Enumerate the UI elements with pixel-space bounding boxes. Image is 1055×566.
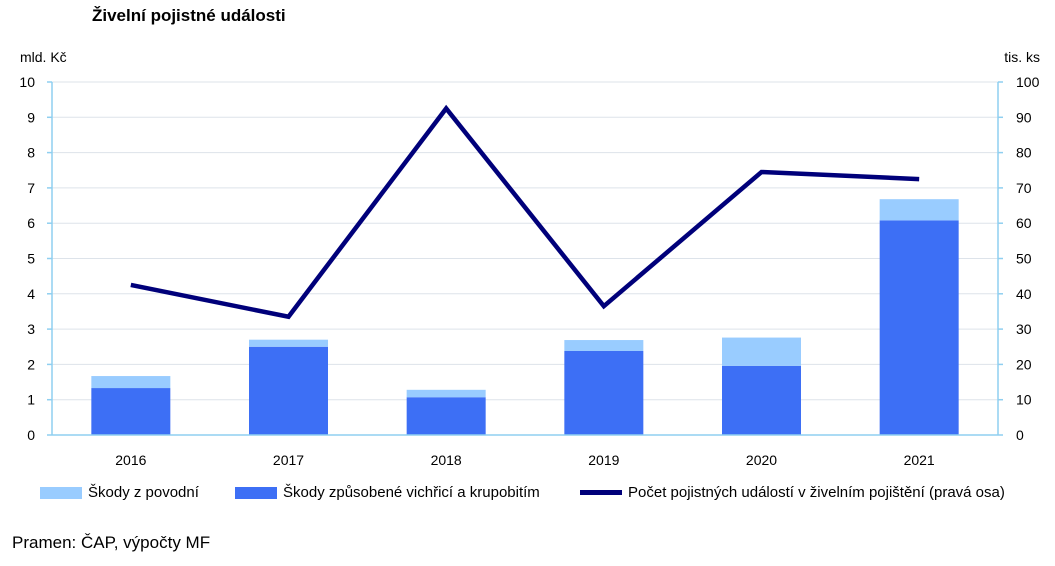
right-tick-label: 30 (1016, 321, 1032, 337)
left-tick-label: 8 (27, 145, 35, 161)
left-tick-label: 5 (27, 251, 35, 267)
x-tick-label: 2018 (431, 452, 462, 468)
bar-flood (249, 339, 328, 347)
bar-flood (406, 389, 486, 398)
bar-flood (564, 340, 644, 351)
chart-title: Živelní pojistné události (92, 6, 286, 25)
left-tick-label: 4 (27, 286, 35, 302)
right-tick-label: 0 (1016, 427, 1024, 443)
right-tick-label: 80 (1016, 145, 1032, 161)
left-tick-label: 7 (27, 180, 35, 196)
bar-storm (249, 346, 328, 435)
left-tick-label: 9 (27, 109, 35, 125)
legend-label-count: Počet pojistných událostí v živelním poj… (628, 484, 1005, 501)
x-tick-label: 2017 (273, 452, 304, 468)
right-tick-label: 60 (1016, 215, 1032, 231)
right-tick-label: 50 (1016, 251, 1032, 267)
left-tick-label: 10 (19, 74, 35, 90)
legend-item-count: Počet pojistných událostí v živelním poj… (580, 484, 1005, 501)
left-tick-label: 0 (27, 427, 35, 443)
legend-item-storm: Škody způsobené vichřicí a krupobitím (235, 484, 540, 501)
x-tick-label: 2021 (904, 452, 935, 468)
left-tick-label: 1 (27, 392, 35, 408)
right-axis-unit: tis. ks (1004, 49, 1040, 65)
bar-storm (722, 365, 801, 435)
source-note: Pramen: ČAP, výpočty MF (12, 533, 211, 552)
bar-storm (406, 397, 486, 435)
bar-storm (879, 220, 959, 435)
legend-label-flood: Škody z povodní (88, 484, 199, 501)
bar-flood (879, 199, 959, 221)
legend-swatch-storm (235, 486, 277, 499)
right-tick-label: 20 (1016, 356, 1032, 372)
legend-item-flood: Škody z povodní (40, 484, 199, 501)
right-tick-label: 100 (1016, 74, 1040, 90)
right-tick-label: 70 (1016, 180, 1032, 196)
bar-flood (91, 376, 171, 389)
left-axis-unit: mld. Kč (20, 49, 67, 65)
x-tick-label: 2016 (115, 452, 146, 468)
legend-swatch-flood (40, 486, 82, 499)
series-line-count (130, 104, 920, 320)
legend-label-storm: Škody způsobené vichřicí a krupobitím (283, 484, 540, 501)
right-tick-label: 90 (1016, 109, 1032, 125)
bar-flood (722, 337, 801, 366)
left-tick-label: 3 (27, 321, 35, 337)
left-tick-label: 2 (27, 356, 35, 372)
legend-swatch-count (580, 490, 622, 495)
right-tick-label: 40 (1016, 286, 1032, 302)
left-tick-label: 6 (27, 215, 35, 231)
x-tick-label: 2020 (746, 452, 777, 468)
x-tick-label: 2019 (588, 452, 619, 468)
bar-storm (91, 388, 171, 435)
right-tick-label: 10 (1016, 392, 1032, 408)
bar-storm (564, 350, 644, 435)
